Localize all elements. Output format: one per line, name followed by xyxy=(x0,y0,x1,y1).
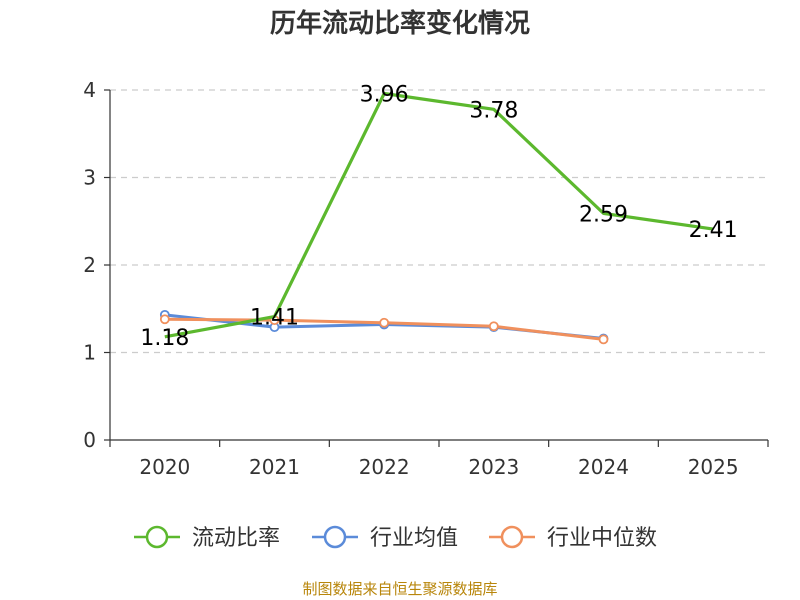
x-tick-label: 2025 xyxy=(688,455,739,479)
legend-marker xyxy=(323,525,347,549)
y-tick-label: 1 xyxy=(83,341,96,365)
data-label: 3.78 xyxy=(469,98,518,123)
legend-marker xyxy=(145,525,169,549)
x-tick-label: 2021 xyxy=(249,455,300,479)
y-tick-label: 0 xyxy=(83,428,96,452)
x-tick-label: 2023 xyxy=(468,455,519,479)
data-label: 2.59 xyxy=(579,202,628,227)
series-point-2 xyxy=(598,334,609,345)
legend-label: 行业中位数 xyxy=(547,526,657,551)
y-tick-label: 4 xyxy=(83,78,96,102)
legend-item-2[interactable]: 行业中位数 xyxy=(489,525,657,551)
source-note: 制图数据来自恒生聚源数据库 xyxy=(302,580,497,598)
legend[interactable]: 流动比率 行业均值 行业中位数 xyxy=(134,525,657,551)
series-point-2 xyxy=(379,317,390,328)
x-tick-label: 2020 xyxy=(139,455,190,479)
legend-marker xyxy=(500,525,524,549)
data-label: 1.41 xyxy=(250,306,299,331)
series xyxy=(159,91,714,345)
y-tick-label: 3 xyxy=(83,166,96,190)
series-point-2 xyxy=(159,314,170,325)
y-tick-label: 2 xyxy=(83,253,96,277)
series-line-0 xyxy=(164,91,714,339)
data-labels: 1.18 1.41 3.96 3.78 2.59 2.41 xyxy=(140,83,737,351)
data-label: 1.18 xyxy=(140,326,189,351)
axes: 0 1 2 3 4 2020 2021 2022 2023 2024 2025 xyxy=(83,78,769,479)
legend-label: 流动比率 xyxy=(192,526,280,551)
data-label: 3.96 xyxy=(360,83,409,108)
legend-item-1[interactable]: 行业均值 xyxy=(312,525,458,551)
chart-title: 历年流动比率变化情况 xyxy=(270,8,530,39)
x-tick-label: 2024 xyxy=(578,455,629,479)
legend-item-0[interactable]: 流动比率 xyxy=(134,525,280,551)
data-label: 2.41 xyxy=(689,218,738,243)
series-point-2 xyxy=(488,321,499,332)
legend-label: 行业均值 xyxy=(370,526,458,551)
x-tick-label: 2022 xyxy=(359,455,410,479)
